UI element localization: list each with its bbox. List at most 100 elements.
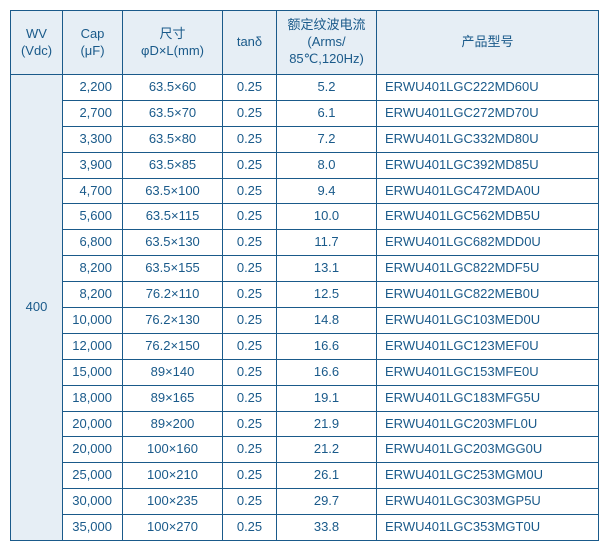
table-row: 35,000100×2700.2533.8ERWU401LGC353MGT0U: [11, 515, 599, 541]
part-value-cell: ERWU401LGC332MD80U: [377, 126, 599, 152]
ripple-value-cell: 33.8: [277, 515, 377, 541]
table-row: 18,00089×1650.2519.1ERWU401LGC183MFG5U: [11, 385, 599, 411]
table-row: 8,20063.5×1550.2513.1ERWU401LGC822MDF5U: [11, 256, 599, 282]
cap-value-cell: 8,200: [63, 256, 123, 282]
cap-value-cell: 3,300: [63, 126, 123, 152]
table-row: 10,00076.2×1300.2514.8ERWU401LGC103MED0U: [11, 308, 599, 334]
cap-value-cell: 10,000: [63, 308, 123, 334]
table-row: 5,60063.5×1150.2510.0ERWU401LGC562MDB5U: [11, 204, 599, 230]
table-row: 25,000100×2100.2526.1ERWU401LGC253MGM0U: [11, 463, 599, 489]
dim-value-cell: 63.5×70: [123, 100, 223, 126]
tan-value-cell: 0.25: [223, 489, 277, 515]
dim-value-cell: 63.5×60: [123, 75, 223, 101]
table-row: 20,000100×1600.2521.2ERWU401LGC203MGG0U: [11, 437, 599, 463]
header-cap: Cap(μF): [63, 11, 123, 75]
table-row: 15,00089×1400.2516.6ERWU401LGC153MFE0U: [11, 359, 599, 385]
ripple-value-cell: 7.2: [277, 126, 377, 152]
part-value-cell: ERWU401LGC203MGG0U: [377, 437, 599, 463]
tan-value-cell: 0.25: [223, 308, 277, 334]
ripple-value-cell: 14.8: [277, 308, 377, 334]
ripple-value-cell: 29.7: [277, 489, 377, 515]
dim-value-cell: 63.5×155: [123, 256, 223, 282]
table-row: 12,00076.2×1500.2516.6ERWU401LGC123MEF0U: [11, 333, 599, 359]
part-value-cell: ERWU401LGC353MGT0U: [377, 515, 599, 541]
part-value-cell: ERWU401LGC222MD60U: [377, 75, 599, 101]
tan-value-cell: 0.25: [223, 385, 277, 411]
dim-value-cell: 76.2×110: [123, 282, 223, 308]
cap-value-cell: 4,700: [63, 178, 123, 204]
tan-value-cell: 0.25: [223, 463, 277, 489]
dim-value-cell: 100×210: [123, 463, 223, 489]
ripple-value-cell: 6.1: [277, 100, 377, 126]
ripple-value-cell: 13.1: [277, 256, 377, 282]
table-row: 20,00089×2000.2521.9ERWU401LGC203MFL0U: [11, 411, 599, 437]
table-row: 4002,20063.5×600.255.2ERWU401LGC222MD60U: [11, 75, 599, 101]
part-value-cell: ERWU401LGC562MDB5U: [377, 204, 599, 230]
ripple-value-cell: 9.4: [277, 178, 377, 204]
ripple-value-cell: 8.0: [277, 152, 377, 178]
dim-value-cell: 76.2×130: [123, 308, 223, 334]
cap-value-cell: 20,000: [63, 411, 123, 437]
header-ripple: 额定纹波电流(Arms/85℃,120Hz): [277, 11, 377, 75]
part-value-cell: ERWU401LGC472MDA0U: [377, 178, 599, 204]
dim-value-cell: 63.5×100: [123, 178, 223, 204]
cap-value-cell: 3,900: [63, 152, 123, 178]
ripple-value-cell: 19.1: [277, 385, 377, 411]
cap-value-cell: 20,000: [63, 437, 123, 463]
ripple-value-cell: 12.5: [277, 282, 377, 308]
cap-value-cell: 2,200: [63, 75, 123, 101]
cap-value-cell: 15,000: [63, 359, 123, 385]
dim-value-cell: 100×160: [123, 437, 223, 463]
table-body: 4002,20063.5×600.255.2ERWU401LGC222MD60U…: [11, 75, 599, 541]
ripple-value-cell: 26.1: [277, 463, 377, 489]
cap-value-cell: 6,800: [63, 230, 123, 256]
table-row: 6,80063.5×1300.2511.7ERWU401LGC682MDD0U: [11, 230, 599, 256]
dim-value-cell: 63.5×130: [123, 230, 223, 256]
tan-value-cell: 0.25: [223, 152, 277, 178]
ripple-value-cell: 10.0: [277, 204, 377, 230]
tan-value-cell: 0.25: [223, 411, 277, 437]
header-dim: 尺寸φD×L(mm): [123, 11, 223, 75]
part-value-cell: ERWU401LGC822MEB0U: [377, 282, 599, 308]
dim-value-cell: 89×200: [123, 411, 223, 437]
ripple-value-cell: 11.7: [277, 230, 377, 256]
cap-value-cell: 5,600: [63, 204, 123, 230]
tan-value-cell: 0.25: [223, 515, 277, 541]
table-row: 30,000100×2350.2529.7ERWU401LGC303MGP5U: [11, 489, 599, 515]
tan-value-cell: 0.25: [223, 282, 277, 308]
dim-value-cell: 63.5×115: [123, 204, 223, 230]
table-header: WV(Vdc) Cap(μF) 尺寸φD×L(mm) tanδ 额定纹波电流(A…: [11, 11, 599, 75]
part-value-cell: ERWU401LGC103MED0U: [377, 308, 599, 334]
header-part: 产品型号: [377, 11, 599, 75]
dim-value-cell: 63.5×85: [123, 152, 223, 178]
table-row: 3,30063.5×800.257.2ERWU401LGC332MD80U: [11, 126, 599, 152]
table-row: 2,70063.5×700.256.1ERWU401LGC272MD70U: [11, 100, 599, 126]
tan-value-cell: 0.25: [223, 437, 277, 463]
dim-value-cell: 63.5×80: [123, 126, 223, 152]
dim-value-cell: 89×165: [123, 385, 223, 411]
table-row: 3,90063.5×850.258.0ERWU401LGC392MD85U: [11, 152, 599, 178]
part-value-cell: ERWU401LGC203MFL0U: [377, 411, 599, 437]
tan-value-cell: 0.25: [223, 178, 277, 204]
part-value-cell: ERWU401LGC303MGP5U: [377, 489, 599, 515]
tan-value-cell: 0.25: [223, 75, 277, 101]
cap-value-cell: 30,000: [63, 489, 123, 515]
part-value-cell: ERWU401LGC272MD70U: [377, 100, 599, 126]
table-row: 8,20076.2×1100.2512.5ERWU401LGC822MEB0U: [11, 282, 599, 308]
part-value-cell: ERWU401LGC183MFG5U: [377, 385, 599, 411]
dim-value-cell: 100×270: [123, 515, 223, 541]
ripple-value-cell: 16.6: [277, 359, 377, 385]
part-value-cell: ERWU401LGC822MDF5U: [377, 256, 599, 282]
table-row: 4,70063.5×1000.259.4ERWU401LGC472MDA0U: [11, 178, 599, 204]
header-tan: tanδ: [223, 11, 277, 75]
part-value-cell: ERWU401LGC682MDD0U: [377, 230, 599, 256]
tan-value-cell: 0.25: [223, 204, 277, 230]
ripple-value-cell: 21.9: [277, 411, 377, 437]
tan-value-cell: 0.25: [223, 100, 277, 126]
dim-value-cell: 76.2×150: [123, 333, 223, 359]
part-value-cell: ERWU401LGC253MGM0U: [377, 463, 599, 489]
tan-value-cell: 0.25: [223, 359, 277, 385]
tan-value-cell: 0.25: [223, 230, 277, 256]
tan-value-cell: 0.25: [223, 126, 277, 152]
ripple-value-cell: 21.2: [277, 437, 377, 463]
